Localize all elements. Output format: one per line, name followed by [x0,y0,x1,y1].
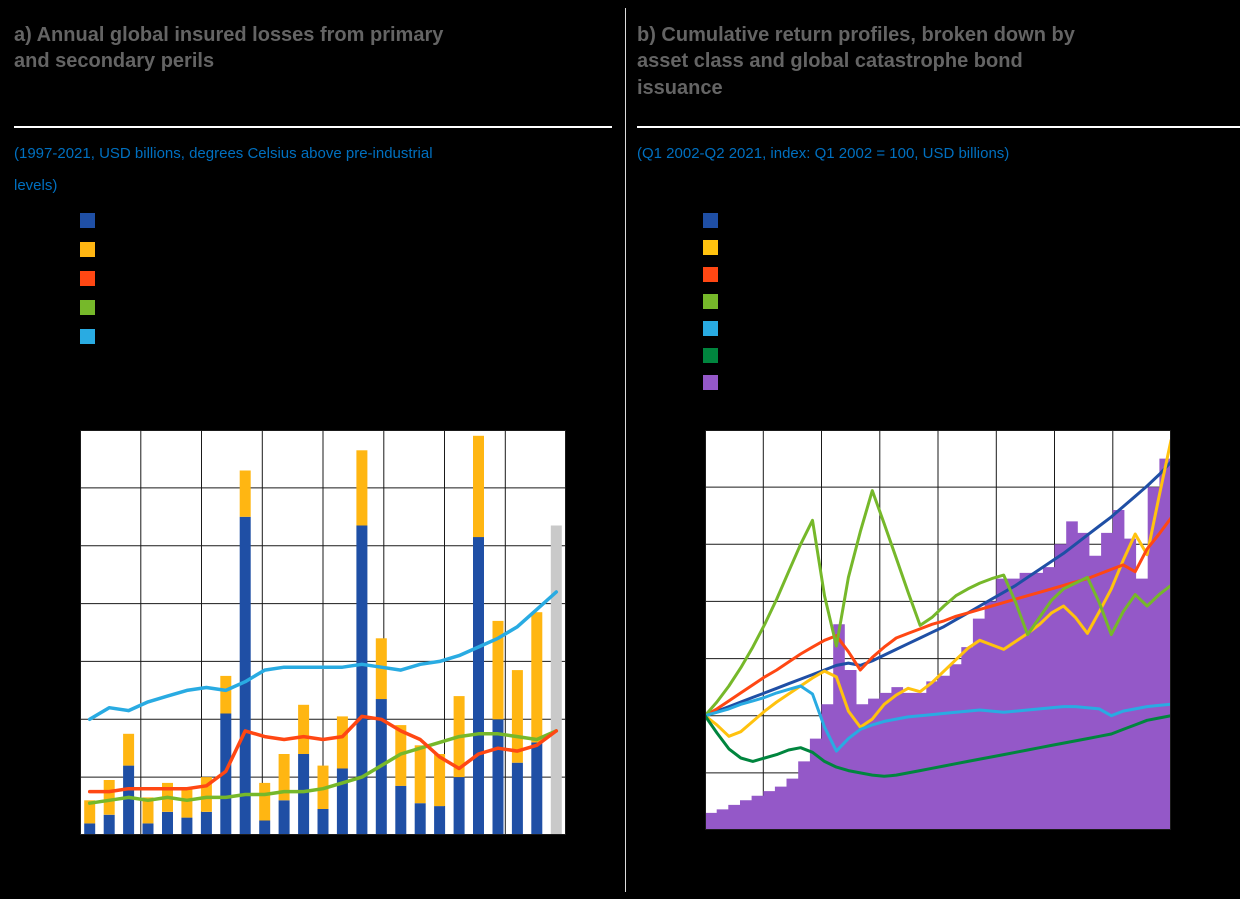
green-line-series-swatch [80,300,95,315]
legend-item-orange-bar-series [80,242,103,257]
yellow-line-swatch [703,240,718,255]
legend-item-purple-area [703,375,726,390]
legend-item-yellow-line [703,240,726,255]
panel-a-subtitle: (1997-2021, USD billions, degrees Celsiu… [14,145,433,195]
legend-item-orange-red-line [703,267,726,282]
legend-item-dark-green-line [703,348,726,363]
panel-b-subtitle: (Q1 2002-Q2 2021, index: Q1 2002 = 100, … [637,145,1010,162]
panel-a-chart [80,430,566,835]
legend-item-red-line-series [80,271,103,286]
red-line-series-swatch [80,271,95,286]
panel-b-title-rule [637,126,1240,128]
legend-item-green-line-series [80,300,103,315]
light-green-line-swatch [703,294,718,309]
panel-a-title-rule [14,126,612,128]
orange-red-line-swatch [703,267,718,282]
panel-a-title: a) Annual global insured losses from pri… [14,24,444,73]
purple-area-swatch [703,375,718,390]
panel-b-chart [705,430,1171,830]
dark-blue-line-swatch [703,213,718,228]
legend-item-cyan-line-series [80,329,103,344]
legend-item-blue-bar-series [80,213,103,228]
cyan-line-series-swatch [80,329,95,344]
legend-item-dark-blue-line [703,213,726,228]
panel-b-title: b) Cumulative return profiles, broken do… [637,24,1075,99]
panel-a-legend [80,213,103,344]
legend-item-light-green-line [703,294,726,309]
cyan-line-swatch [703,321,718,336]
orange-bar-series-swatch [80,242,95,257]
blue-bar-series-swatch [80,213,95,228]
panel-divider [625,8,626,892]
panel-b-legend [703,213,726,390]
legend-item-cyan-line [703,321,726,336]
dark-green-line-swatch [703,348,718,363]
